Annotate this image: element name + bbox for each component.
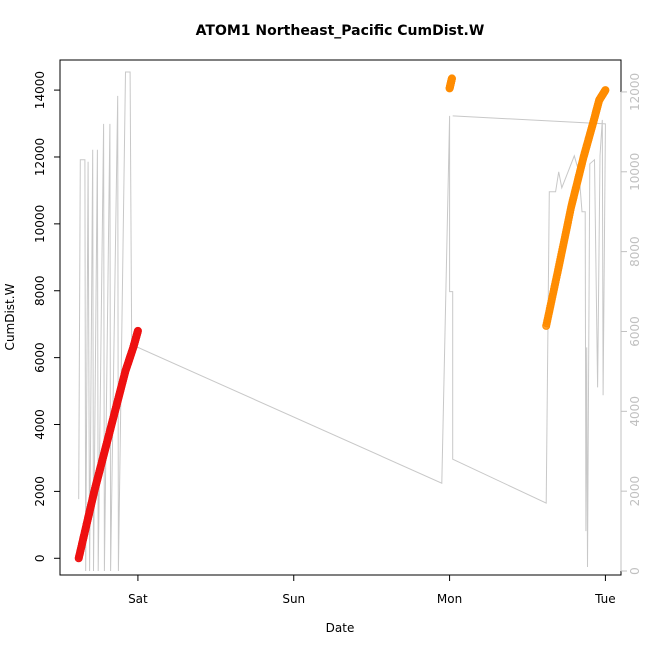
chart-title: ATOM1 Northeast_Pacific CumDist.W: [196, 23, 485, 39]
y2-tick-label: 12000: [628, 73, 642, 111]
y2-tick-label: 10000: [628, 153, 642, 191]
y-tick-label: 10000: [33, 205, 47, 243]
y-axis-label: CumDist.W: [3, 283, 17, 350]
y-tick-label: 2000: [33, 476, 47, 507]
x-tick-label: Tue: [594, 592, 616, 606]
data-point: [447, 74, 456, 83]
y-tick-label: 4000: [33, 409, 47, 440]
x-tick-label: Sun: [282, 592, 305, 606]
y2-tick-label: 8000: [628, 236, 642, 267]
y-tick-label: 0: [33, 554, 47, 562]
x-axis-label: Date: [326, 621, 355, 635]
secondary-series-line: [78, 71, 606, 572]
y-tick-label: 14000: [33, 71, 47, 109]
y-tick-label: 12000: [33, 138, 47, 176]
x-tick-label: Mon: [437, 592, 462, 606]
data-point: [601, 86, 610, 95]
axis-layer: Sat Sun Mon Tue 0 2000 4000 6000 8000 10000 12000 1…: [33, 71, 642, 606]
secondary-line-layer: [78, 71, 606, 572]
x-tick-label: Sat: [128, 592, 148, 606]
points-layer: [74, 74, 610, 563]
y2-tick-label: 6000: [628, 316, 642, 347]
y-tick-label: 8000: [33, 275, 47, 306]
y2-tick-label: 2000: [628, 476, 642, 507]
y2-tick-label: 0: [628, 567, 642, 575]
data-point: [133, 326, 142, 335]
y2-tick-label: 4000: [628, 396, 642, 427]
y-tick-label: 6000: [33, 342, 47, 373]
